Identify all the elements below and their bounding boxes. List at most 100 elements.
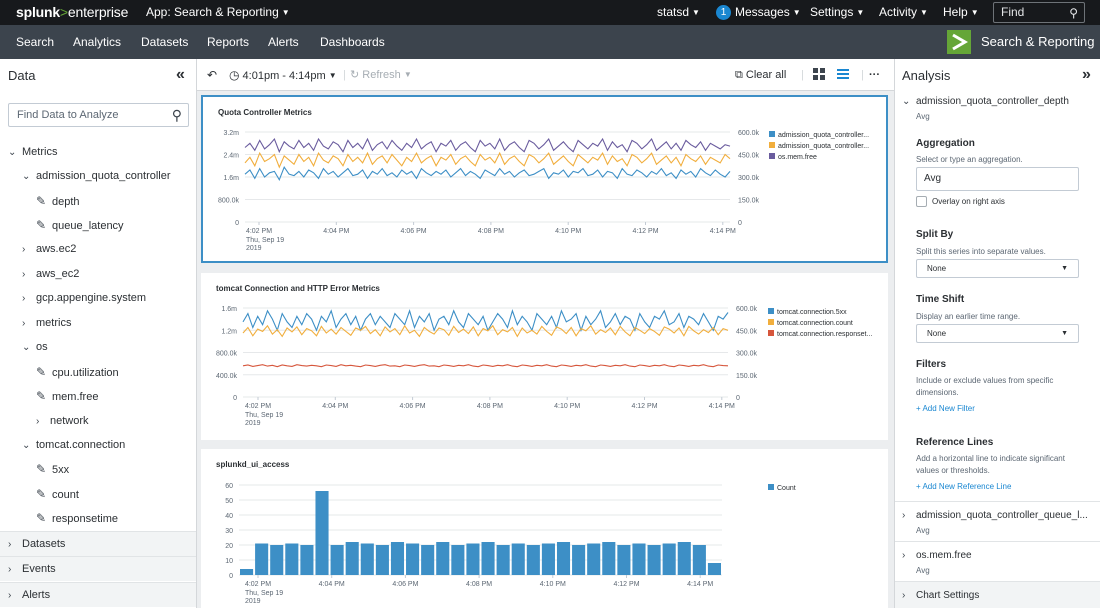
tree-aws-ec2[interactable]: › aws_ec2: [22, 268, 80, 280]
x-tick-label: 4:10 PM: [554, 403, 580, 410]
section-datasets[interactable]: › Datasets: [0, 531, 196, 556]
legend-label: tomcat.connection.5xx: [777, 309, 847, 316]
section-events[interactable]: › Events: [0, 556, 196, 581]
y-tick-label: 60: [225, 483, 233, 490]
tree-5xx[interactable]: ✎ 5xx: [36, 462, 70, 476]
tree-queue-latency[interactable]: ✎ queue_latency: [36, 218, 124, 232]
bar: [315, 491, 329, 575]
tree-cpu-utilization[interactable]: ✎ cpu.utilization: [36, 365, 119, 379]
list-view-icon[interactable]: [837, 59, 849, 91]
collapse-right-icon[interactable]: »: [1082, 66, 1091, 83]
bar: [617, 545, 631, 575]
tree-count[interactable]: ✎ count: [36, 487, 79, 501]
find-input[interactable]: Find ⚲: [993, 2, 1085, 23]
line-chart: 0 800.0k 1.6m 2.4m 3.2m 0 150.0k 300.0k 450.0k 60…: [218, 130, 869, 252]
overlay-checkbox[interactable]: Overlay on right axis: [916, 196, 1005, 207]
section-alerts[interactable]: › Alerts: [0, 582, 196, 607]
chart-panel-splunkd-ui-access[interactable]: splunkd_ui_access 0 10 20 30 40 50 60 4:02 PM 4:…: [201, 449, 888, 608]
settings-menu[interactable]: Settings ▼: [810, 5, 865, 19]
chevron-down-icon: ▼: [328, 71, 337, 80]
bar: [345, 542, 359, 575]
y-tick-label: 800.0k: [218, 198, 240, 205]
tree-tomcat-connection[interactable]: ⌄ tomcat.connection: [22, 439, 126, 451]
metric-header[interactable]: ⌄ admission_quota_controller_depth: [902, 96, 1069, 107]
y-tick-label: 800.0k: [216, 351, 238, 358]
series-line: [242, 364, 729, 368]
collapse-left-icon[interactable]: «: [176, 66, 185, 83]
chart-panel-quota-controller[interactable]: Quota Controller Metrics 0 800.0k 1.6m 2.4m…: [201, 95, 888, 263]
x-subtitle-date: Thu, Sep 19: [245, 590, 283, 597]
tree-responsetime[interactable]: ✎ responsetime: [36, 511, 119, 525]
nav-alerts[interactable]: Alerts: [268, 35, 299, 49]
y2-tick-label: 150.0k: [736, 373, 758, 380]
aggregation-input[interactable]: Avg: [916, 167, 1079, 191]
chevron-down-icon: ▼: [920, 8, 928, 17]
nav-dashboards[interactable]: Dashboards: [320, 35, 385, 49]
ruler-icon: ✎: [36, 194, 47, 208]
tree-metrics-group[interactable]: › metrics: [22, 317, 72, 329]
x-tick-label: 4:08 PM: [477, 403, 503, 410]
nav-reports[interactable]: Reports: [207, 35, 250, 49]
x-tick-label: 4:04 PM: [323, 228, 349, 235]
legend-swatch: [768, 308, 774, 314]
tree-mem-free[interactable]: ✎ mem.free: [36, 389, 99, 403]
metric-item-mem-free[interactable]: › os.mem.free Avg: [895, 541, 1100, 581]
activity-menu[interactable]: Activity ▼: [879, 5, 928, 19]
messages-menu[interactable]: 1 Messages ▼: [716, 0, 801, 25]
shift-desc: Display an earlier time range.: [916, 312, 1021, 321]
analysis-panel: Analysis » ⌄ admission_quota_controller_d…: [894, 59, 1100, 608]
chevron-right-icon: ›: [8, 564, 12, 575]
x-tick-label: 4:14 PM: [709, 403, 735, 410]
refresh-button[interactable]: ↻ Refresh ▼: [350, 69, 412, 81]
clear-icon: ⧉: [735, 69, 743, 81]
y-tick-label: 50: [225, 498, 233, 505]
y2-tick-label: 0: [738, 220, 742, 227]
app-title: Search & Reporting: [947, 30, 1094, 54]
search-icon: ⚲: [1069, 6, 1078, 20]
user-menu[interactable]: statsd ▼: [657, 5, 700, 19]
tree-depth[interactable]: ✎ depth: [36, 194, 80, 208]
nav-analytics[interactable]: Analytics: [73, 35, 122, 49]
time-range-picker[interactable]: ◷ 4:01pm - 4:14pm ▼: [229, 68, 337, 82]
clock-icon: ◷: [229, 68, 240, 82]
split-by-select[interactable]: None ▼: [916, 259, 1079, 278]
y-tick-label: 40: [225, 513, 233, 520]
bar: [406, 543, 420, 575]
tree-os[interactable]: ⌄ os: [22, 341, 48, 353]
x-tick-label: 4:02 PM: [245, 403, 271, 410]
grid-view-icon[interactable]: [813, 59, 825, 91]
bar: [677, 542, 691, 575]
shift-title: Time Shift: [916, 294, 965, 305]
tree-aws-ec2-dot[interactable]: › aws.ec2: [22, 243, 77, 255]
x-tick-label: 4:10 PM: [555, 228, 581, 235]
chart-settings-section[interactable]: › Chart Settings: [895, 581, 1100, 608]
y-tick-label: 1.6m: [223, 175, 239, 182]
metric-item-queue[interactable]: › admission_quota_controller_queue_l... A…: [895, 501, 1100, 541]
chevron-down-icon: ⌄: [22, 171, 31, 182]
add-reference-line-link[interactable]: + Add New Reference Line: [916, 482, 1012, 491]
ruler-icon: ✎: [36, 389, 47, 403]
chart-panel-tomcat[interactable]: tomcat Connection and HTTP Error Metrics…: [201, 273, 888, 440]
tree-metrics[interactable]: ⌄ Metrics: [8, 146, 58, 158]
y-tick-label: 20: [225, 543, 233, 550]
series-line: [242, 324, 729, 338]
tree-network[interactable]: › network: [36, 415, 89, 427]
help-menu[interactable]: Help ▼: [943, 5, 979, 19]
more-options-icon[interactable]: ···: [869, 69, 880, 81]
clear-all-button[interactable]: ⧉ Clear all: [735, 69, 787, 81]
app-menu[interactable]: App: Search & Reporting ▼: [146, 5, 290, 19]
nav-search[interactable]: Search: [16, 35, 55, 49]
tree-gcp-appengine[interactable]: › gcp.appengine.system: [22, 292, 147, 304]
find-data-input[interactable]: Find Data to Analyze ⚲: [8, 103, 189, 127]
splunk-logo[interactable]: splunk>enterprise: [16, 4, 129, 20]
nav-datasets[interactable]: Datasets: [141, 35, 189, 49]
line-chart: 0 400.0k 800.0k 1.2m 1.6m 0 150.0k 300.0k 450.0k…: [216, 306, 872, 427]
time-shift-select[interactable]: None ▼: [916, 324, 1079, 343]
ruler-icon: ✎: [36, 511, 47, 525]
tree-admission-quota-controller[interactable]: ⌄ admission_quota_controller: [22, 170, 171, 182]
undo-icon[interactable]: ↶: [207, 68, 218, 82]
chevron-right-icon: ›: [22, 269, 26, 280]
x-tick-label: 4:12 PM: [631, 403, 657, 410]
add-filter-link[interactable]: + Add New Filter: [916, 404, 975, 413]
filters-desc: Include or exclude values from specific …: [916, 376, 1054, 397]
